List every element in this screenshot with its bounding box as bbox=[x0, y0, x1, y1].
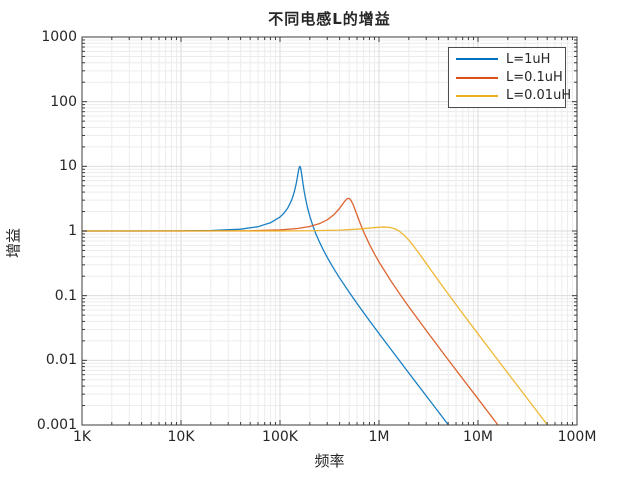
x-tick-label-1M: 1M bbox=[368, 429, 390, 445]
legend-label: L=0.1uH bbox=[506, 70, 563, 85]
y-tick-label-100: 100 bbox=[50, 93, 77, 110]
series-line-l1uh bbox=[82, 165, 449, 425]
series-line-l001uh bbox=[82, 226, 548, 425]
x-tick-label-100M: 100M bbox=[557, 429, 597, 445]
legend-line-sample bbox=[456, 58, 498, 61]
legend-line-sample bbox=[456, 94, 498, 97]
legend-label: L=1uH bbox=[506, 51, 551, 67]
legend-label: L=0.01uH bbox=[506, 88, 572, 104]
y-axis-label: 增益 bbox=[4, 227, 23, 259]
x-tick-label-1K: 1K bbox=[72, 429, 92, 445]
y-tick-label-1000: 1000 bbox=[41, 29, 77, 45]
y-tick-label-0.1: 0.1 bbox=[54, 287, 77, 304]
y-tick-label-10: 10 bbox=[59, 158, 77, 175]
series-line-l01uh bbox=[82, 197, 499, 425]
x-tick-label-10K: 10K bbox=[167, 429, 195, 445]
chart-title: 不同电感L的增益 bbox=[268, 10, 391, 28]
y-tick-label-0.01: 0.01 bbox=[45, 352, 77, 369]
y-tick-label-0.001: 0.001 bbox=[36, 417, 77, 433]
legend-item: L=1uH bbox=[449, 50, 565, 68]
legend-item: L=0.1uH bbox=[449, 69, 565, 87]
y-tick-label-1: 1 bbox=[68, 223, 77, 239]
x-tick-label-100K: 100K bbox=[262, 429, 298, 445]
legend-line-sample bbox=[456, 76, 498, 79]
x-tick-label-10M: 10M bbox=[463, 429, 493, 445]
legend: L=1uH L=0.1uH L=0.01uH bbox=[448, 47, 571, 108]
legend-item: L=0.01uH bbox=[449, 87, 571, 105]
x-axis-label: 频率 bbox=[314, 452, 345, 470]
